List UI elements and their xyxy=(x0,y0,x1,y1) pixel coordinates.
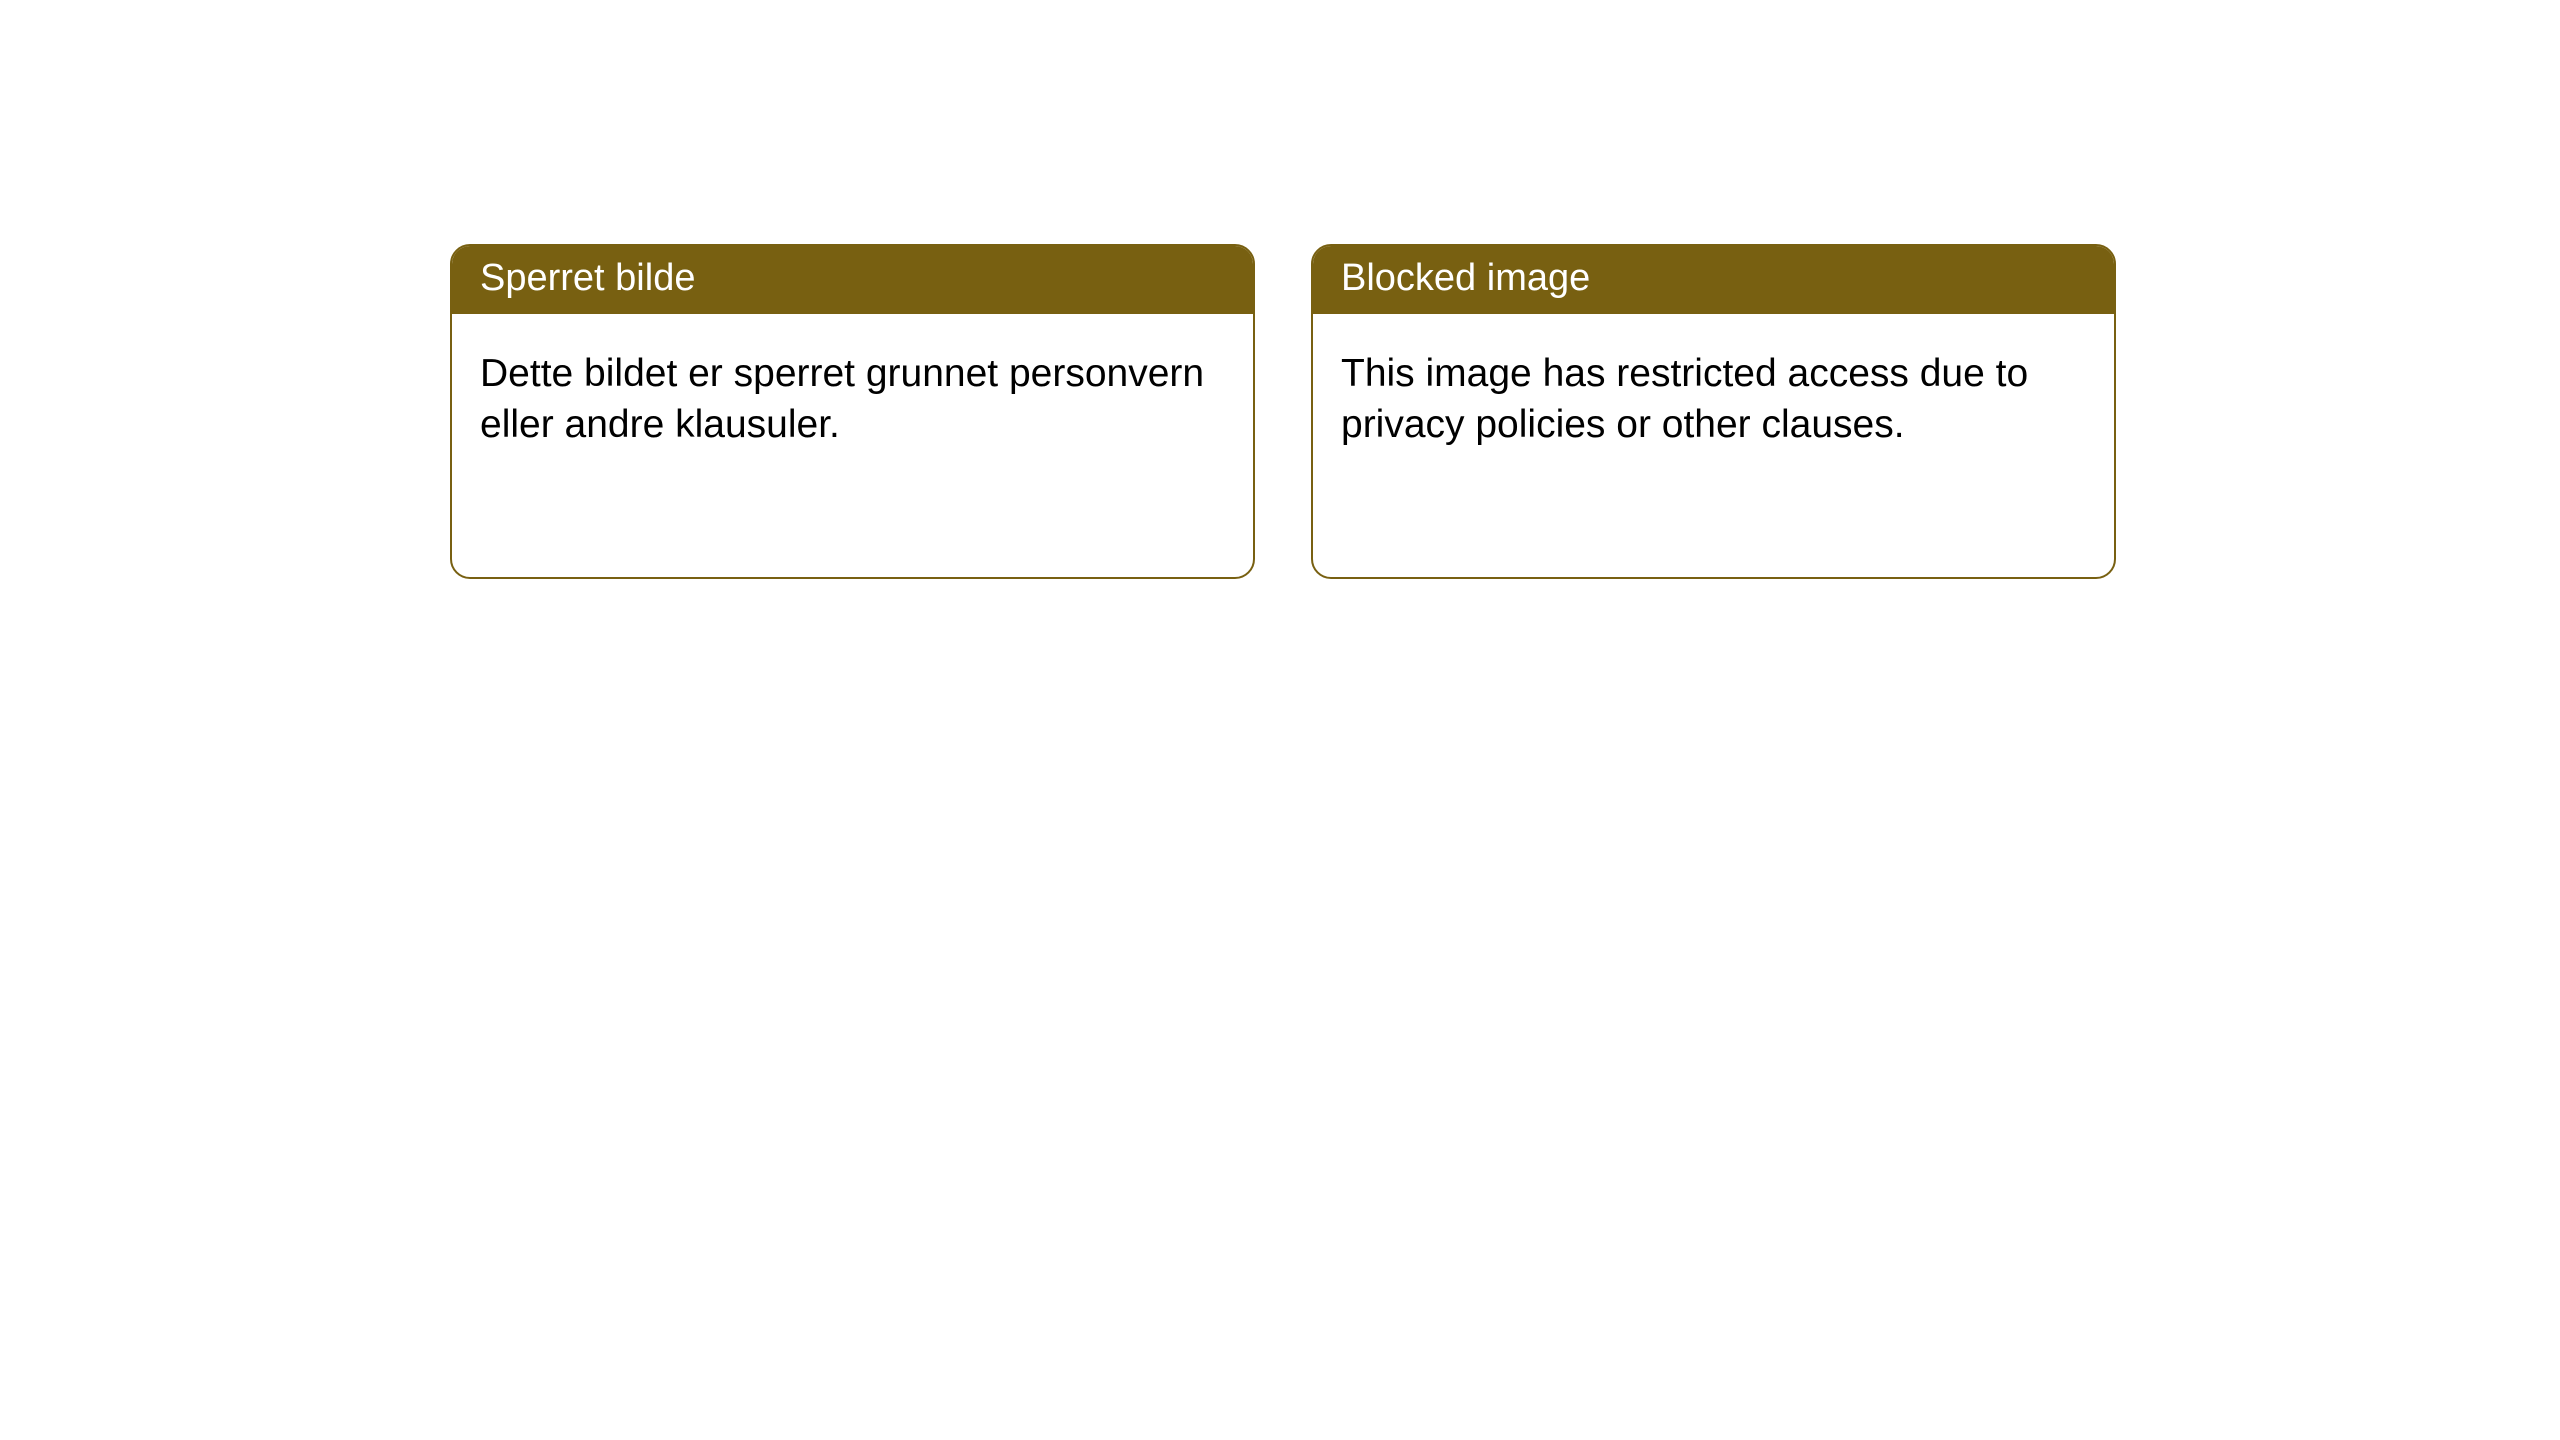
notice-card-norwegian: Sperret bilde Dette bildet er sperret gr… xyxy=(450,244,1255,579)
notice-body: This image has restricted access due to … xyxy=(1313,314,2114,486)
notice-body: Dette bildet er sperret grunnet personve… xyxy=(452,314,1253,486)
notice-container: Sperret bilde Dette bildet er sperret gr… xyxy=(0,0,2560,579)
notice-header: Sperret bilde xyxy=(452,246,1253,314)
notice-header: Blocked image xyxy=(1313,246,2114,314)
notice-card-english: Blocked image This image has restricted … xyxy=(1311,244,2116,579)
